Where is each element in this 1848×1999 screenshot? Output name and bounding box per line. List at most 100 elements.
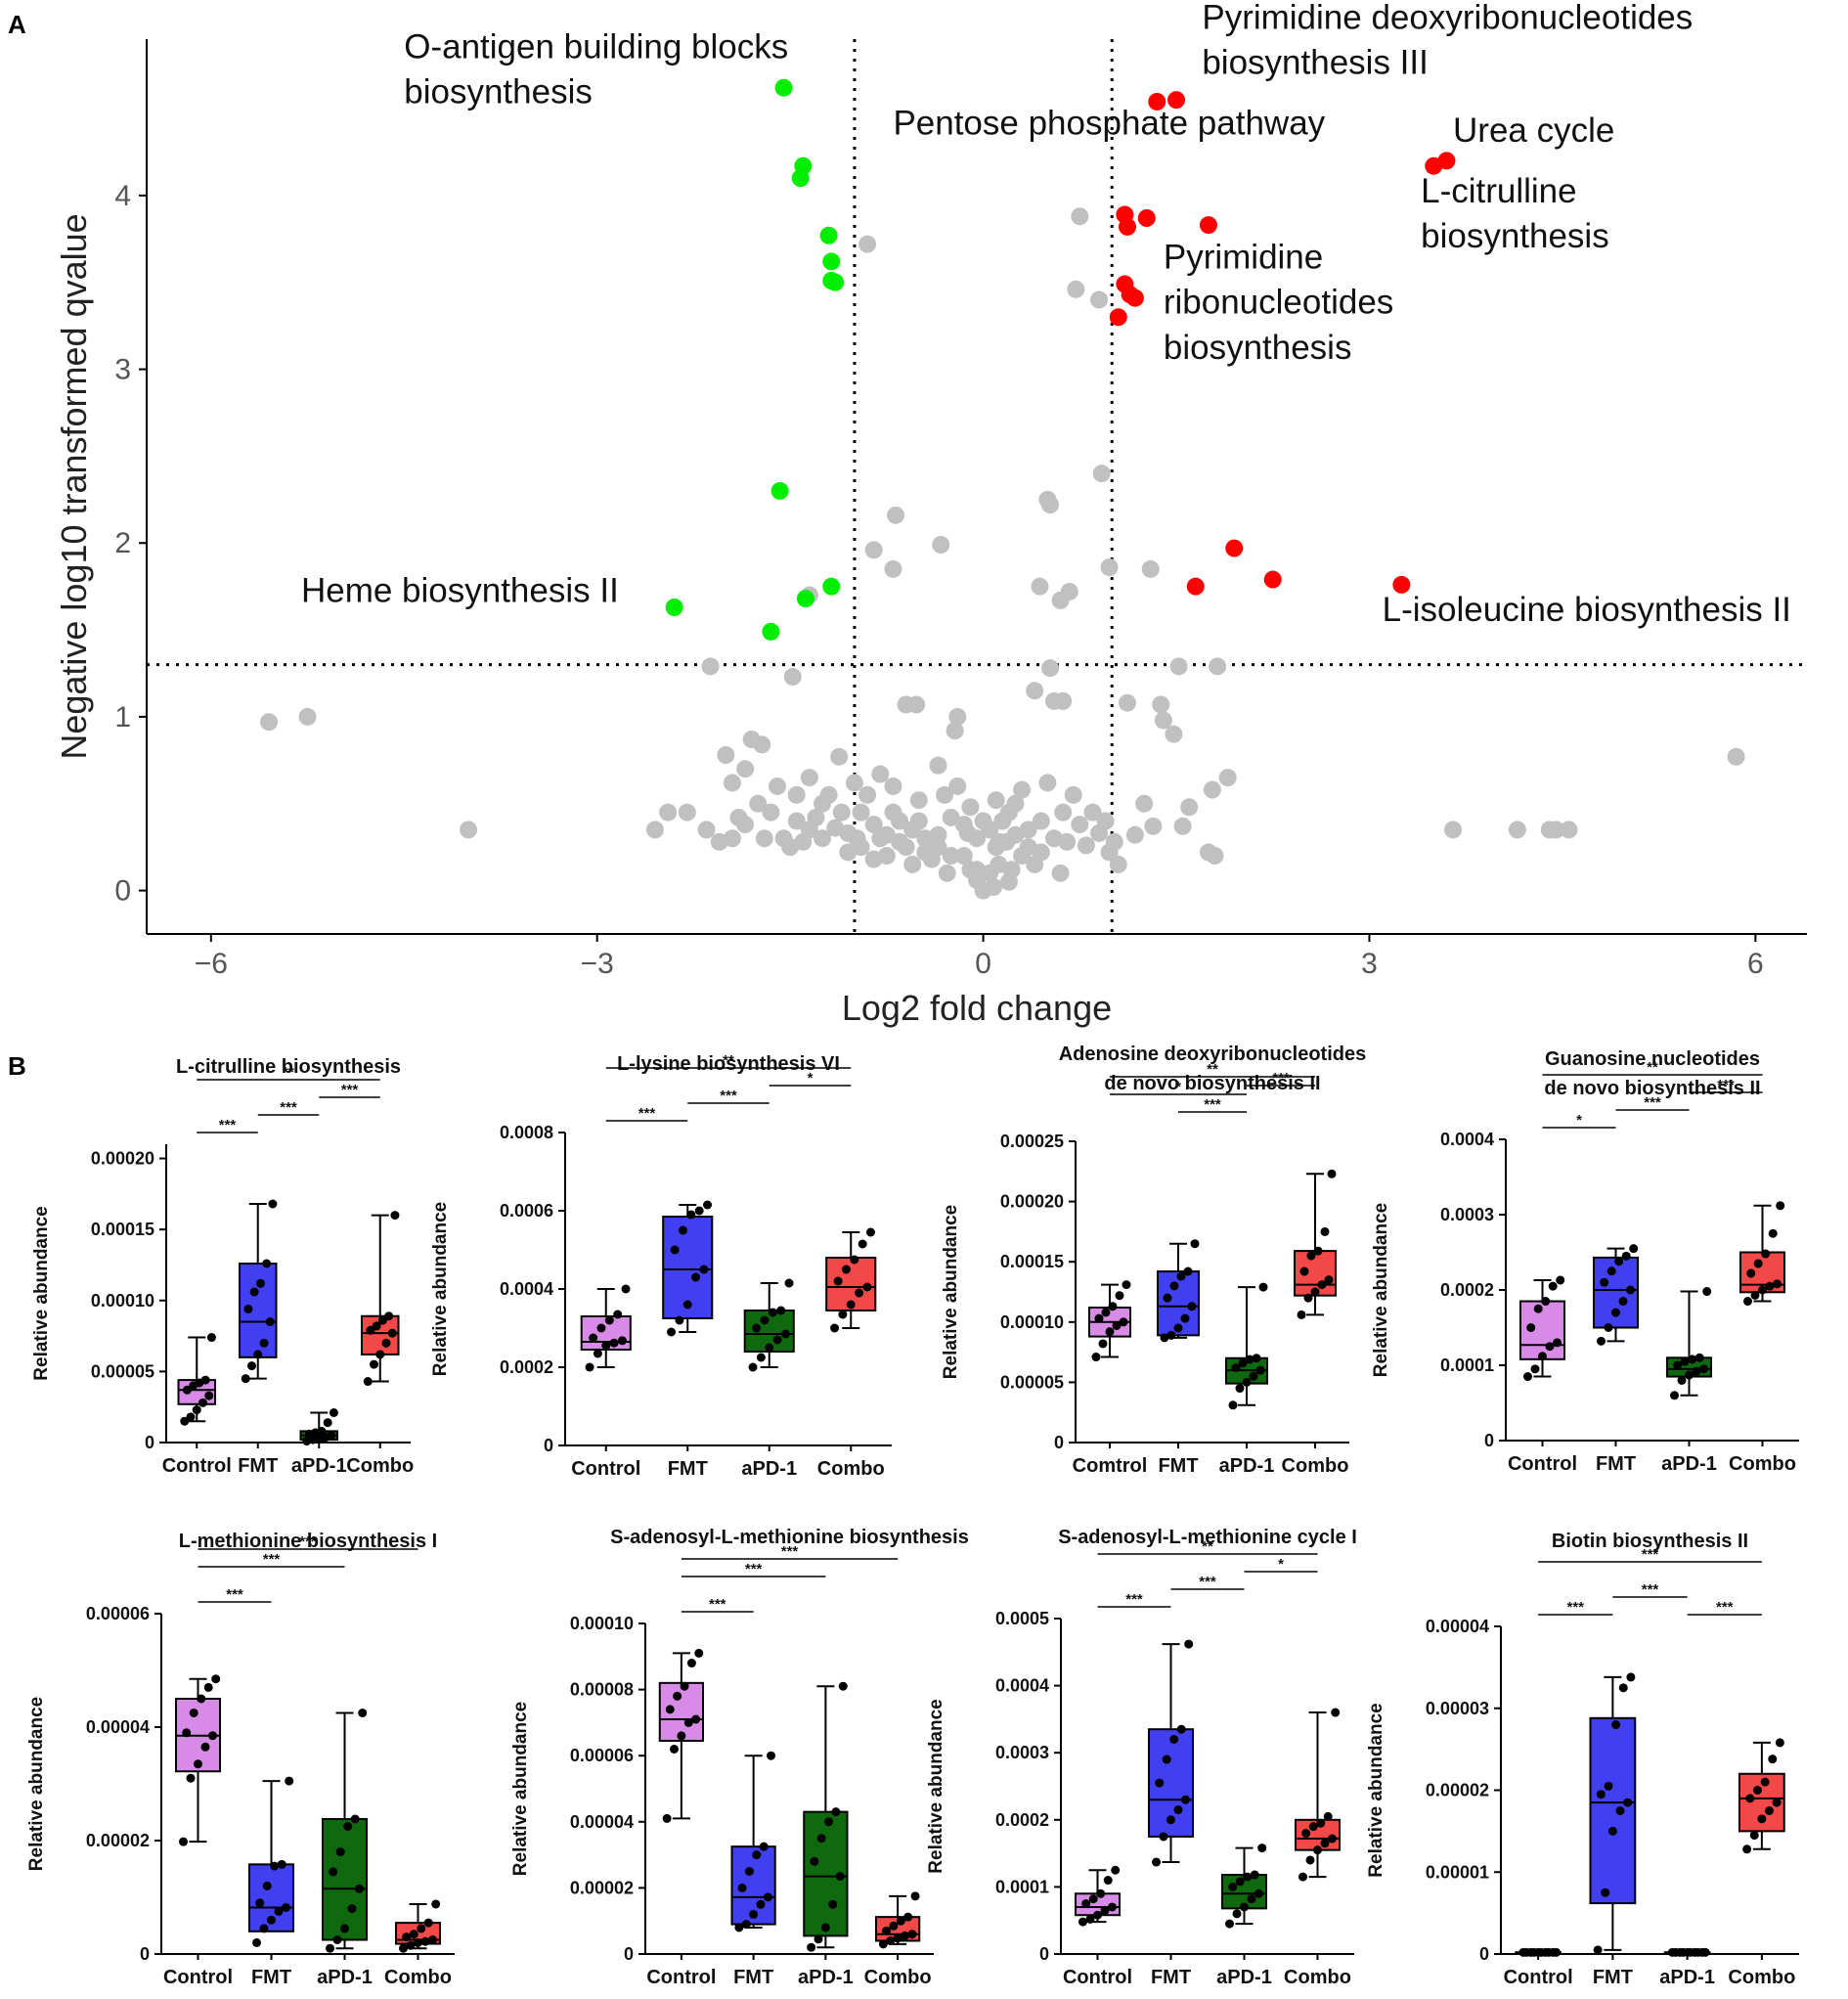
box-data-point — [1180, 1313, 1190, 1323]
ns-point — [736, 760, 755, 778]
box-data-point — [1694, 1947, 1703, 1957]
ns-point — [887, 506, 905, 524]
box-data-point — [1247, 1894, 1256, 1904]
box-data-point — [372, 1321, 381, 1331]
x-axis-title: Log2 fold change — [842, 988, 1112, 1028]
box-data-point — [613, 1310, 623, 1319]
box-data-point — [204, 1391, 214, 1400]
ns-point — [697, 821, 716, 839]
box-data-point — [1331, 1708, 1341, 1717]
depleted-point — [665, 598, 683, 616]
box-data-point — [1323, 1811, 1333, 1821]
significance-label: *** — [1642, 1546, 1659, 1563]
y-tick-label: 3 — [114, 354, 131, 386]
box-data-point — [252, 1937, 261, 1947]
pathway-annotation: O-antigen building blocks — [404, 28, 788, 67]
box-data-point — [1183, 1266, 1193, 1276]
box-data-point — [744, 1867, 754, 1876]
box-y-tick-label: 0.0004 — [995, 1676, 1049, 1696]
box-category-label: Control — [163, 1967, 233, 1988]
box-y-tick-label: 0.00002 — [570, 1878, 634, 1897]
ns-point — [1125, 825, 1144, 844]
ns-point — [1100, 558, 1119, 577]
ns-point — [1019, 821, 1037, 839]
box-data-point — [850, 1255, 859, 1265]
box-data-point — [741, 1920, 751, 1930]
pathway-annotation: Pentose phosphate pathway — [893, 105, 1325, 143]
box-category-label: Combo — [1729, 1453, 1796, 1475]
box-panel-title: Biotin biosynthesis II — [1552, 1531, 1748, 1552]
box-data-point — [907, 1930, 917, 1939]
box-panel-1: L-citrulline biosynthesis 0 0.00005 0.00010… — [31, 1056, 414, 1477]
box-data-point — [211, 1674, 221, 1684]
box-data-point — [1320, 1839, 1330, 1848]
box-data-point — [1098, 1339, 1108, 1349]
box-data-point — [1085, 1914, 1095, 1924]
box-data-point — [1173, 1805, 1183, 1815]
box-data-point — [1105, 1327, 1115, 1337]
significance-label: *** — [1272, 1070, 1290, 1087]
ns-point — [678, 803, 696, 822]
pathway-annotation: biosynthesis — [1421, 217, 1609, 255]
box-data-point — [1306, 1251, 1316, 1261]
ns-point — [884, 559, 902, 578]
box-data-point — [340, 1924, 349, 1933]
significance-label: *** — [219, 1117, 237, 1133]
box-data-point — [1101, 1308, 1111, 1317]
box-data-point — [1176, 1724, 1186, 1734]
box-y-tick-label: 0.00015 — [1000, 1252, 1064, 1271]
box-data-point — [355, 1884, 364, 1893]
significance-label: *** — [638, 1105, 656, 1122]
box-data-point — [838, 1310, 848, 1319]
box-data-point — [1746, 1268, 1756, 1278]
significance-label: ** — [1647, 1059, 1658, 1076]
box-data-point — [694, 1206, 704, 1216]
box-data-point — [409, 1930, 418, 1939]
box-data-point — [665, 1705, 675, 1714]
ns-point — [753, 735, 771, 754]
box-data-point — [1601, 1888, 1610, 1897]
box-y-tick-label: 0.00025 — [1000, 1132, 1064, 1151]
box-data-point — [1760, 1777, 1770, 1787]
box-data-point — [1308, 1822, 1318, 1832]
box-data-point — [1768, 1228, 1778, 1238]
box-data-point — [828, 1899, 838, 1909]
box-data-point — [760, 1315, 770, 1325]
box-data-point — [1776, 1201, 1785, 1211]
y-tick-label: 4 — [114, 180, 131, 212]
box-data-point — [1320, 1226, 1330, 1236]
box-data-point — [1600, 1277, 1609, 1287]
box-data-point — [1758, 1285, 1767, 1295]
box-data-point — [1521, 1947, 1531, 1957]
box-data-point — [1538, 1352, 1547, 1361]
box-data-point — [1606, 1266, 1616, 1276]
box-data-point — [1328, 1834, 1337, 1844]
box-y-tick-label: 0.00002 — [1426, 1781, 1489, 1800]
box-data-point — [604, 1315, 614, 1325]
box-data-point — [1103, 1876, 1113, 1886]
ns-point — [1209, 657, 1227, 676]
box-data-point — [1673, 1360, 1683, 1370]
box-data-point — [1768, 1755, 1778, 1764]
box-data-point — [1173, 1323, 1183, 1333]
significance-label: ** — [723, 1052, 734, 1069]
box-y-tick-label: 0.00015 — [91, 1220, 154, 1239]
box-y-tick-label: 0.0004 — [1440, 1130, 1494, 1149]
box-y-tick-label: 0.00006 — [86, 1604, 150, 1623]
box-y-tick-label: 0.00004 — [570, 1812, 634, 1832]
box-data-point — [841, 1265, 851, 1274]
box-category-label: Control — [162, 1455, 232, 1477]
ns-point — [645, 821, 664, 839]
x-tick-label: −3 — [581, 948, 614, 980]
box-category-label: Combo — [817, 1458, 885, 1480]
box-data-point — [1228, 1882, 1238, 1891]
ns-point — [1180, 798, 1199, 817]
box-data-point — [274, 1907, 284, 1916]
ns-point — [1218, 769, 1237, 787]
ns-point — [729, 808, 748, 826]
box-data-point — [1743, 1297, 1752, 1307]
box-data-point — [682, 1300, 692, 1310]
ns-point — [936, 785, 954, 804]
box-y-tick-label: 0.00005 — [91, 1361, 154, 1381]
box-data-point — [886, 1935, 896, 1945]
